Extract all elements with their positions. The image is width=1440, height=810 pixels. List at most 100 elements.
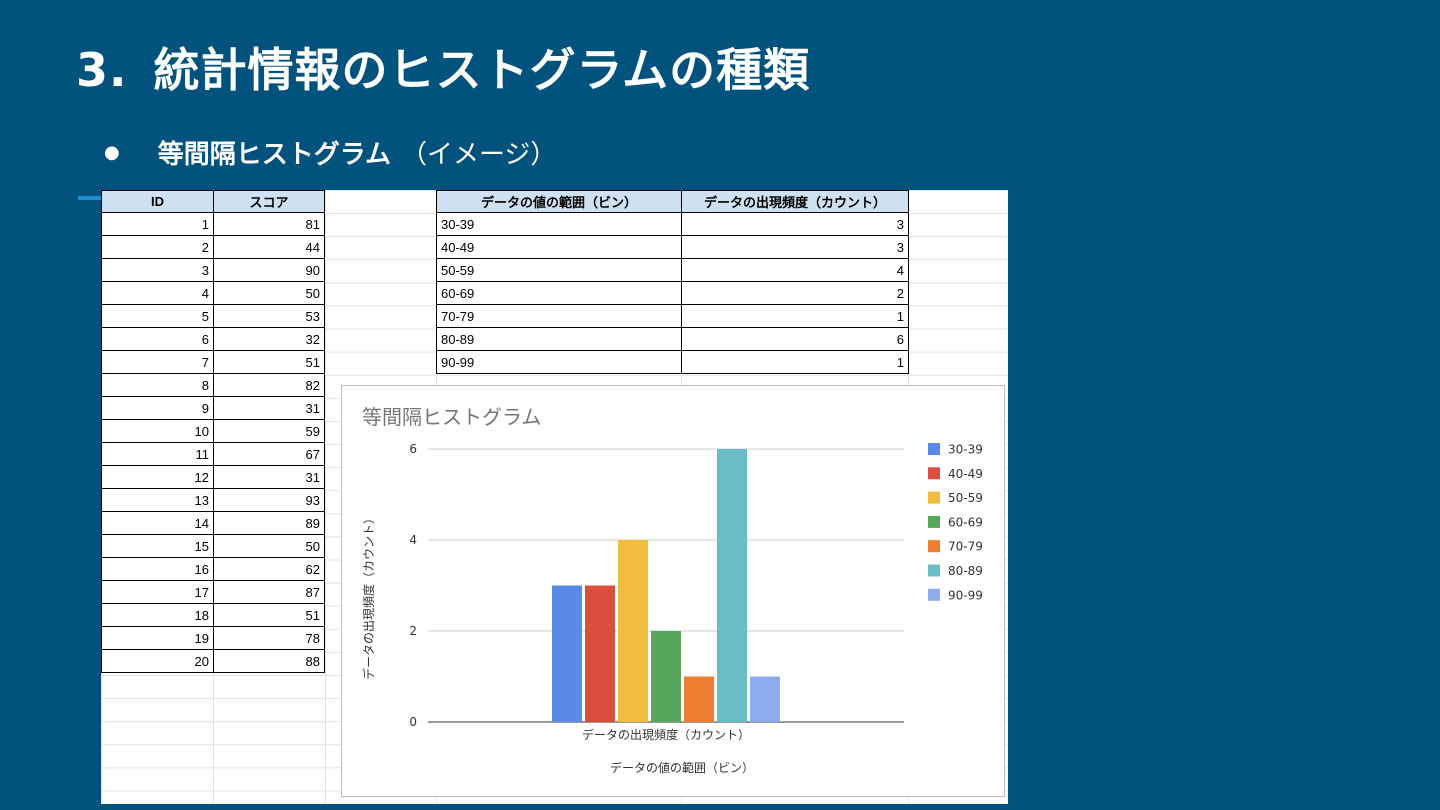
- score-value-cell[interactable]: 67: [213, 442, 325, 466]
- bin-table-row: 40-49 3: [436, 235, 909, 259]
- bin-range-cell[interactable]: 40-49: [436, 235, 682, 259]
- bin-range-cell[interactable]: 90-99: [436, 350, 682, 374]
- grid-column-line: [325, 190, 326, 804]
- score-table-row: 17 87: [101, 580, 325, 604]
- score-id-cell[interactable]: 4: [101, 281, 214, 305]
- bin-count-cell[interactable]: 6: [681, 327, 909, 351]
- bin-table: データの値の範囲（ビン） データの出現頻度（カウント） 30-39 3 40-49 3…: [436, 190, 909, 374]
- score-id-cell[interactable]: 7: [101, 350, 214, 374]
- score-value-cell[interactable]: 31: [213, 465, 325, 489]
- legend-swatch: [928, 443, 940, 455]
- score-id-cell[interactable]: 9: [101, 396, 214, 420]
- score-table-row: 7 51: [101, 350, 325, 374]
- score-table-row: 14 89: [101, 511, 325, 535]
- chart-y-axis-label: データの出現頻度（カウント）: [361, 512, 376, 680]
- bin-table-row: 90-99 1: [436, 350, 909, 374]
- score-id-cell[interactable]: 2: [101, 235, 214, 259]
- score-value-cell[interactable]: 44: [213, 235, 325, 259]
- legend-label: 40-49: [948, 467, 983, 481]
- bin-count-cell[interactable]: 1: [681, 350, 909, 374]
- bar-90-99: [750, 676, 780, 722]
- score-value-cell[interactable]: 31: [213, 396, 325, 420]
- score-id-cell[interactable]: 13: [101, 488, 214, 512]
- score-table-row: 13 93: [101, 488, 325, 512]
- score-id-cell[interactable]: 17: [101, 580, 214, 604]
- bullet-item: ● 等間隔ヒストグラム （イメージ）: [104, 134, 556, 171]
- score-value-cell[interactable]: 82: [213, 373, 325, 397]
- bin-table-row: 60-69 2: [436, 281, 909, 305]
- legend-swatch: [928, 491, 940, 504]
- bin-table-row: 80-89 6: [436, 327, 909, 351]
- score-value-cell[interactable]: 89: [213, 511, 325, 535]
- score-id-cell[interactable]: 3: [101, 258, 214, 282]
- score-table-row: 20 88: [101, 649, 325, 673]
- bar-60-69: [651, 631, 681, 722]
- score-value-cell[interactable]: 78: [213, 626, 325, 650]
- score-value-cell[interactable]: 53: [213, 304, 325, 328]
- bar-30-39: [552, 585, 582, 722]
- score-id-cell[interactable]: 1: [101, 212, 214, 236]
- score-value-cell[interactable]: 50: [213, 281, 325, 305]
- bar-40-49: [585, 585, 615, 722]
- score-value-cell[interactable]: 32: [213, 327, 325, 351]
- score-id-cell[interactable]: 15: [101, 534, 214, 558]
- x-category-label: データの出現頻度（カウント）: [582, 727, 750, 742]
- bin-range-cell[interactable]: 80-89: [436, 327, 682, 351]
- score-id-cell[interactable]: 18: [101, 603, 214, 627]
- score-id-cell[interactable]: 6: [101, 327, 214, 351]
- score-value-cell[interactable]: 50: [213, 534, 325, 558]
- score-value-cell[interactable]: 88: [213, 649, 325, 673]
- score-value-cell[interactable]: 51: [213, 350, 325, 374]
- bin-range-cell[interactable]: 70-79: [436, 304, 682, 328]
- score-id-cell[interactable]: 16: [101, 557, 214, 581]
- slide-title-number: 3.: [76, 43, 128, 97]
- score-table-row: 6 32: [101, 327, 325, 351]
- legend-swatch: [928, 467, 940, 480]
- bar-70-79: [684, 676, 714, 722]
- legend-label: 30-39: [948, 443, 983, 457]
- score-table-row: 18 51: [101, 603, 325, 627]
- legend-swatch: [928, 540, 940, 553]
- score-value-cell[interactable]: 87: [213, 580, 325, 604]
- bin-range-cell[interactable]: 50-59: [436, 258, 682, 282]
- score-value-cell[interactable]: 62: [213, 557, 325, 581]
- bin-range-cell[interactable]: 30-39: [436, 212, 682, 236]
- bin-count-cell[interactable]: 3: [681, 212, 909, 236]
- bin-range-cell[interactable]: 60-69: [436, 281, 682, 305]
- score-id-cell[interactable]: 10: [101, 419, 214, 443]
- y-tick-label: 2: [409, 624, 417, 638]
- score-table-row: 8 82: [101, 373, 325, 397]
- legend-label: 80-89: [948, 564, 983, 578]
- legend-swatch: [928, 564, 940, 577]
- score-value-cell[interactable]: 59: [213, 419, 325, 443]
- bin-header-range: データの値の範囲（ビン）: [436, 190, 682, 213]
- score-id-cell[interactable]: 5: [101, 304, 214, 328]
- y-tick-label: 4: [409, 533, 417, 547]
- histogram-chart[interactable]: 等間隔ヒストグラム データの値の範囲（ビン） データの出現頻度（カウント） 0 2…: [341, 385, 1005, 797]
- score-id-cell[interactable]: 12: [101, 465, 214, 489]
- chart-title: 等間隔ヒストグラム: [362, 405, 541, 429]
- bin-count-cell[interactable]: 4: [681, 258, 909, 282]
- bullet-bold-text: 等間隔ヒストグラム: [157, 140, 391, 170]
- score-value-cell[interactable]: 90: [213, 258, 325, 282]
- score-id-cell[interactable]: 14: [101, 511, 214, 535]
- score-value-cell[interactable]: 81: [213, 212, 325, 236]
- bar-50-59: [618, 540, 648, 722]
- score-value-cell[interactable]: 93: [213, 488, 325, 512]
- score-id-cell[interactable]: 20: [101, 649, 214, 673]
- y-tick-label: 0: [409, 715, 417, 729]
- legend-label: 70-79: [948, 540, 983, 554]
- score-id-cell[interactable]: 11: [101, 442, 214, 466]
- bin-count-cell[interactable]: 3: [681, 235, 909, 259]
- bin-table-header-row: データの値の範囲（ビン） データの出現頻度（カウント）: [436, 190, 909, 213]
- spreadsheet-screenshot: ID スコア 1 81 2 44 3 90 4 50 5 53 6 32 7 51 8 82 9 31 10 59 11…: [101, 190, 1008, 804]
- bin-count-cell[interactable]: 2: [681, 281, 909, 305]
- score-table-row: 4 50: [101, 281, 325, 305]
- score-id-cell[interactable]: 19: [101, 626, 214, 650]
- bin-count-cell[interactable]: 1: [681, 304, 909, 328]
- bin-table-row: 50-59 4: [436, 258, 909, 282]
- score-table-row: 5 53: [101, 304, 325, 328]
- score-id-cell[interactable]: 8: [101, 373, 214, 397]
- score-value-cell[interactable]: 51: [213, 603, 325, 627]
- score-table-row: 12 31: [101, 465, 325, 489]
